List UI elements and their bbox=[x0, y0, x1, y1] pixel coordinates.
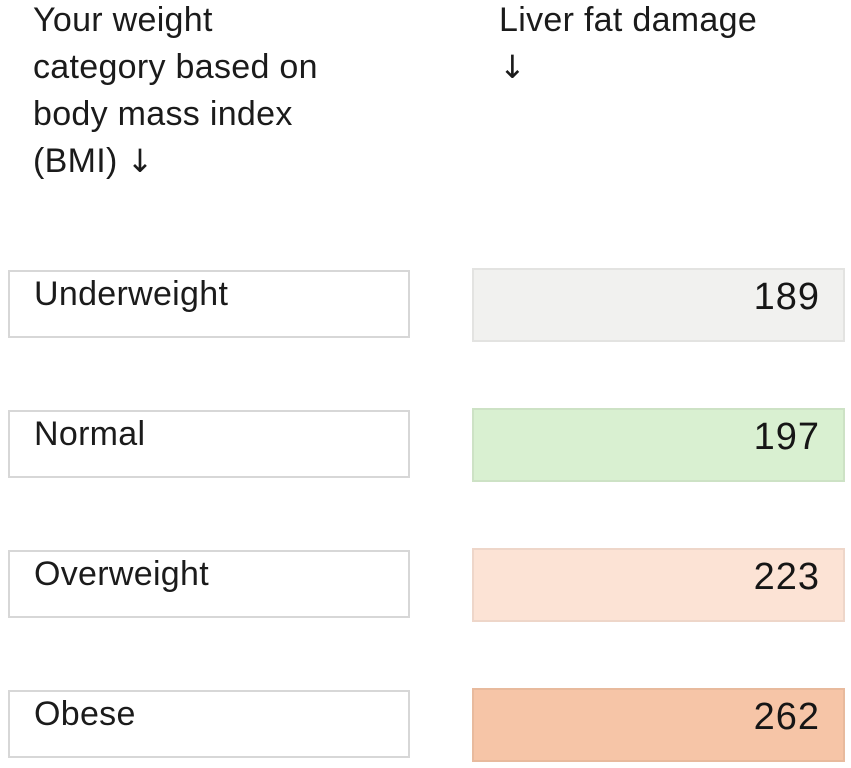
value-text: 262 bbox=[753, 696, 820, 738]
category-label: Overweight bbox=[34, 555, 209, 593]
category-label: Normal bbox=[34, 415, 146, 453]
table-row: Underweight 189 bbox=[0, 268, 851, 344]
value-cell: 262 bbox=[472, 688, 845, 762]
sort-down-arrow-icon: ↓ bbox=[126, 142, 154, 180]
category-label: Obese bbox=[34, 695, 136, 733]
value-text: 223 bbox=[753, 556, 820, 598]
value-cell: 197 bbox=[472, 408, 845, 482]
table-row: Normal 197 bbox=[0, 408, 851, 484]
value-column-header: Liver fat damage ↓ bbox=[499, 0, 757, 91]
value-cell: 189 bbox=[472, 268, 845, 342]
category-column-header: Your weight category based on body mass … bbox=[33, 0, 318, 185]
header-text: (BMI) bbox=[33, 142, 118, 180]
category-card-underweight[interactable]: Underweight bbox=[8, 270, 410, 338]
value-text: 189 bbox=[753, 276, 820, 318]
header-line: ↓ bbox=[499, 44, 757, 91]
header-line: (BMI) ↓ bbox=[33, 138, 318, 185]
table-row: Overweight 223 bbox=[0, 548, 851, 624]
category-card-obese[interactable]: Obese bbox=[8, 690, 410, 758]
header-line: Liver fat damage bbox=[499, 1, 758, 39]
sort-down-arrow-icon: ↓ bbox=[499, 48, 527, 86]
value-cell: 223 bbox=[472, 548, 845, 622]
header-line: Your weight bbox=[33, 1, 213, 39]
value-text: 197 bbox=[753, 416, 820, 458]
category-card-overweight[interactable]: Overweight bbox=[8, 550, 410, 618]
table-row: Obese 262 bbox=[0, 688, 851, 764]
header-line: category based on bbox=[33, 48, 318, 86]
category-card-normal[interactable]: Normal bbox=[8, 410, 410, 478]
header-line: body mass index bbox=[33, 95, 293, 133]
category-label: Underweight bbox=[34, 275, 229, 313]
